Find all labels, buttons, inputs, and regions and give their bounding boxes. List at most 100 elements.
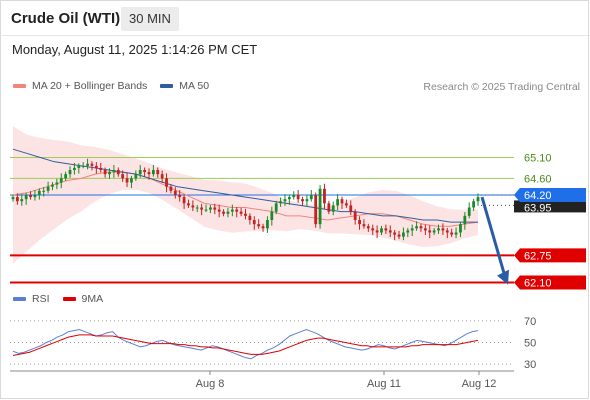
current-price-badge — [514, 188, 586, 202]
ma20-line — [12, 171, 479, 227]
candle-body — [51, 184, 54, 187]
candle-body — [336, 199, 340, 206]
candle-body — [165, 178, 168, 187]
candle-body — [309, 195, 313, 200]
candle-body — [112, 170, 116, 173]
secondary-price-badge — [514, 200, 586, 213]
rsi-tick-30: 30 — [524, 359, 536, 371]
candle-body — [239, 211, 243, 214]
candle-body — [103, 170, 107, 175]
candle-body — [476, 197, 480, 202]
candle-body — [437, 228, 440, 231]
candle-body — [147, 172, 151, 175]
candle-body — [178, 195, 182, 198]
level-badge-62.10 — [514, 275, 586, 290]
rsi-series-rsi — [12, 328, 479, 360]
candle-body — [463, 215, 467, 225]
level-label-65.10: 65.10 — [524, 153, 552, 165]
candle-body — [125, 178, 129, 183]
candle-body — [222, 211, 225, 214]
candle-body — [353, 211, 357, 220]
candle-body — [42, 190, 46, 192]
candle-body — [173, 190, 177, 195]
candle-body — [81, 165, 85, 167]
candle-body — [380, 228, 383, 233]
candle-body — [151, 170, 155, 175]
rsi-tick-50: 50 — [524, 338, 536, 350]
candle-body — [59, 178, 63, 183]
candle-body — [121, 174, 125, 179]
candle-body — [274, 203, 278, 212]
timeframe-badge[interactable]: 30 MIN — [121, 7, 179, 31]
candle-body — [209, 207, 212, 210]
candle-body — [230, 209, 234, 212]
candle-body — [24, 195, 28, 200]
candle-body — [318, 188, 322, 225]
candle-body — [384, 228, 388, 231]
candle-body — [33, 195, 37, 198]
candle-body — [344, 203, 348, 206]
candle-body — [160, 174, 164, 179]
candle-body — [410, 228, 414, 231]
candle-body — [340, 199, 344, 204]
candle-body — [358, 220, 361, 225]
candle-body — [301, 199, 304, 202]
candle-body — [68, 170, 72, 175]
legend-swatch-9ma — [62, 297, 76, 301]
current-price-label: 64.20 — [524, 190, 552, 202]
legend-label-ma50: MA 50 — [179, 80, 210, 92]
candle-body — [459, 224, 462, 233]
candle-body — [406, 230, 410, 233]
legend-item-rsi: RSI — [13, 293, 50, 305]
candle-body — [73, 167, 76, 170]
level-label-62.75: 62.75 — [524, 250, 552, 262]
candle-body — [235, 209, 239, 212]
rsi-tick-70: 70 — [524, 316, 536, 328]
x-label-0: Aug 8 — [196, 378, 225, 390]
candle-body — [143, 170, 147, 173]
candle-body — [270, 211, 274, 220]
legend-item-9ma: 9MA — [62, 293, 103, 305]
rsi-series-9ma — [12, 334, 479, 356]
candle-body — [55, 182, 59, 185]
legend-label-rsi: RSI — [32, 293, 50, 305]
candle-body — [415, 226, 418, 229]
legend-swatch-ma50 — [160, 84, 174, 88]
candle-body — [279, 201, 282, 204]
candle-body — [419, 226, 423, 229]
legend-item-ma20: MA 20 + Bollinger Bands — [13, 80, 147, 92]
candle-body — [445, 230, 449, 233]
candle-body — [397, 234, 401, 237]
candle-body — [200, 207, 204, 210]
legend-swatch-ma20 — [13, 84, 26, 88]
candle-body — [252, 220, 256, 225]
candle-body — [283, 199, 287, 202]
candle-body — [29, 195, 32, 198]
candle-body — [191, 205, 195, 208]
secondary-price-label: 63.95 — [524, 202, 552, 214]
candle-body — [108, 172, 111, 175]
candle-body — [46, 186, 50, 191]
candle-body — [130, 178, 133, 183]
candle-body — [423, 228, 427, 231]
candle-body — [257, 224, 261, 227]
candle-body — [77, 165, 81, 168]
candle-body — [349, 205, 353, 212]
candle-body — [15, 197, 19, 202]
chart-header: Crude Oil (WTI) 30 MIN — [0, 0, 590, 36]
legend-label-ma20: MA 20 + Bollinger Bands — [32, 80, 148, 92]
main-legend: MA 20 + Bollinger Bands MA 50 — [13, 80, 222, 92]
candle-body — [266, 220, 269, 229]
candle-body — [182, 197, 186, 204]
candle-body — [450, 232, 454, 235]
candle-body — [428, 230, 432, 233]
candle-body — [296, 195, 300, 200]
legend-swatch-rsi — [13, 297, 26, 301]
candle-body — [393, 232, 397, 235]
candle-body — [226, 211, 230, 214]
forecast-arrow-shaft — [480, 196, 507, 278]
candle-body — [204, 209, 208, 211]
candle-body — [323, 188, 326, 204]
